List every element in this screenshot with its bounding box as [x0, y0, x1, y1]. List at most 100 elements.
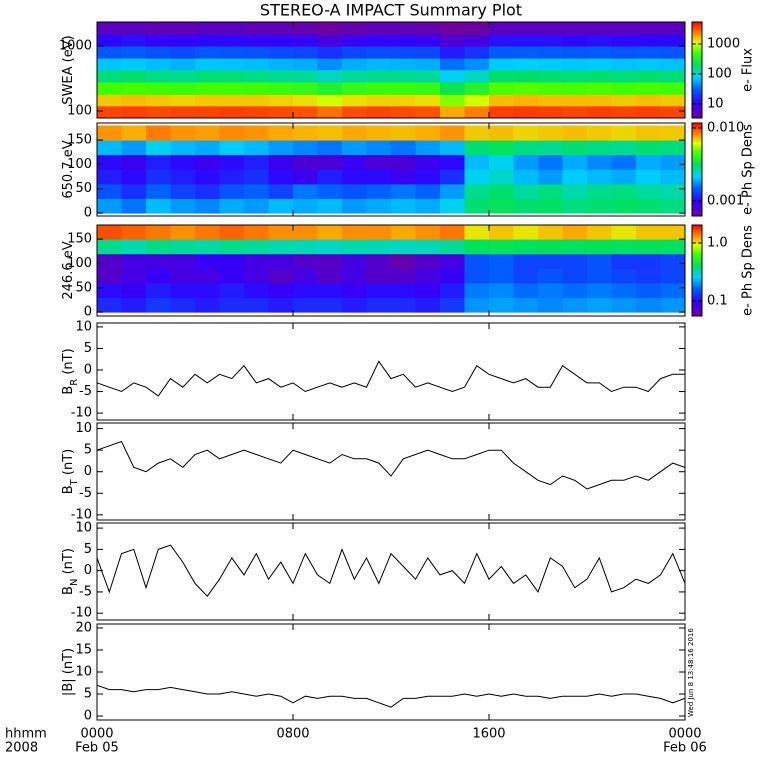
heatmap-cell — [611, 125, 637, 141]
heatmap-cell — [170, 94, 196, 107]
y-tick-label: 10 — [75, 665, 92, 680]
heatmap-cell — [464, 105, 490, 118]
heatmap-cell — [489, 125, 514, 141]
heatmap-cell — [562, 154, 588, 170]
heatmap-cell — [587, 45, 612, 59]
heatmap-cell — [587, 34, 612, 47]
colorbar-tick-label: 0.001 — [707, 193, 744, 208]
heatmap-cell — [391, 198, 416, 214]
heatmap-cell — [146, 253, 171, 269]
heatmap-cell — [219, 94, 245, 107]
heatmap-cell — [489, 140, 514, 156]
heatmap-cell — [293, 253, 318, 269]
heatmap-cell — [366, 253, 392, 269]
heatmap-cell — [415, 198, 441, 214]
y-tick-label: -5 — [79, 584, 92, 599]
heatmap-cell — [415, 140, 441, 156]
heatmap-cell — [170, 169, 196, 185]
y-axis-label-part: (nT) — [61, 348, 76, 378]
heatmap-cell — [146, 198, 171, 214]
heatmap-cell — [268, 282, 294, 299]
heatmap-cell — [440, 69, 465, 83]
heatmap-cell — [660, 183, 685, 199]
heatmap-cell — [195, 125, 220, 141]
heatmap-cell — [513, 140, 539, 156]
heatmap-cell — [121, 45, 147, 59]
heatmap-cell — [415, 45, 441, 59]
heatmap-cell — [317, 268, 343, 284]
heatmap-cell — [219, 34, 245, 47]
heatmap-cell — [513, 105, 539, 118]
heatmap-cell — [268, 225, 294, 240]
heatmap-cell — [342, 169, 367, 185]
heatmap-cell — [660, 105, 685, 118]
x-date-label: Feb 06 — [663, 741, 707, 756]
heatmap-cell — [562, 34, 588, 47]
heatmap-cell — [342, 268, 367, 284]
heatmap-cell — [415, 253, 441, 269]
heatmap-cell — [611, 34, 637, 47]
x-tick-label: 0800 — [276, 727, 309, 742]
heatmap-cell — [489, 198, 514, 214]
heatmap-cell — [219, 183, 245, 199]
heatmap-cell — [391, 297, 416, 313]
heatmap-cell — [415, 22, 441, 36]
heatmap-cell — [293, 125, 318, 141]
heatmap-cell — [391, 58, 416, 71]
heatmap-cell — [440, 140, 465, 156]
heatmap-cell — [464, 58, 490, 71]
heatmap-cell — [97, 225, 122, 240]
heatmap-cell — [489, 297, 514, 313]
heatmap-cell — [440, 169, 465, 185]
heatmap-cell — [660, 34, 685, 47]
heatmap-cell — [391, 282, 416, 299]
heatmap-cell — [97, 183, 122, 199]
heatmap-cell — [244, 69, 269, 83]
heatmap-cell — [317, 105, 343, 118]
heatmap-cell — [268, 45, 294, 59]
heatmap-cell — [195, 253, 220, 269]
heatmap-cell — [636, 81, 661, 95]
heatmap-cell — [268, 169, 294, 185]
heatmap-cell — [219, 169, 245, 185]
heatmap-cell — [97, 105, 122, 118]
panel-frame — [96, 122, 686, 217]
heatmap-cell — [562, 239, 588, 255]
y-axis-label: BT (nT) — [61, 449, 80, 495]
heatmap-cell — [587, 58, 612, 71]
data-line — [97, 684, 685, 708]
heatmap-cell — [587, 169, 612, 185]
y-tick-label: -5 — [79, 486, 92, 501]
heatmap-cell — [538, 183, 563, 199]
heatmap-cell — [97, 34, 122, 47]
heatmap-cell — [170, 22, 196, 36]
heatmap-cell — [342, 58, 367, 71]
heatmap-cell — [366, 154, 392, 170]
heatmap-cell — [121, 268, 147, 284]
heatmap-cell — [440, 125, 465, 141]
y-axis-label-part: B — [61, 386, 76, 395]
heatmap-cell — [587, 268, 612, 284]
heatmap-cell — [464, 154, 490, 170]
heatmap-cell — [660, 154, 685, 170]
heatmap-cell — [293, 58, 318, 71]
heatmap-cell — [219, 154, 245, 170]
y-axis-label-part: 246.6 eV — [61, 241, 76, 299]
heatmap-cell — [317, 34, 343, 47]
heatmap-cell — [195, 34, 220, 47]
heatmap-cell — [219, 253, 245, 269]
heatmap-cell — [121, 169, 147, 185]
heatmap-cell — [317, 81, 343, 95]
heatmap-cell — [538, 34, 563, 47]
heatmap-cell — [342, 140, 367, 156]
heatmap-cell — [464, 140, 490, 156]
heatmap-cell — [562, 183, 588, 199]
y-axis-label: BN (nT) — [61, 548, 80, 595]
heatmap-cell — [121, 239, 147, 255]
heatmap-cell — [195, 45, 220, 59]
heatmap-cell — [415, 268, 441, 284]
heatmap-cell — [293, 154, 318, 170]
heatmap-cell — [538, 297, 563, 313]
heatmap-cell — [342, 253, 367, 269]
